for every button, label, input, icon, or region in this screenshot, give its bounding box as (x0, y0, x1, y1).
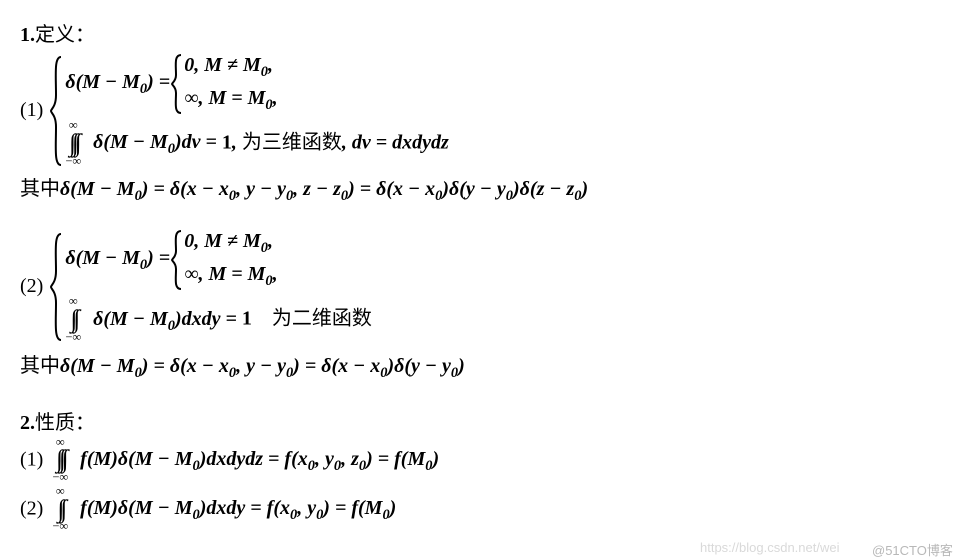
double-integral-icon: ∞ ∫∫ −∞ (52, 486, 68, 533)
case-1: 0, M ≠ M0, (184, 230, 277, 257)
definition-item-2: (2) δ(M − M0) = 0, M ≠ M0, ∞, M = M0, ∞ … (20, 227, 951, 346)
double-integral-icon: ∞ ∫∫ −∞ (65, 296, 81, 343)
triple-integral-icon: ∞ ∫∫∫ −∞ (65, 120, 81, 167)
watermark-right: @51CTO博客 (872, 540, 953, 559)
double-integral-line: ∞ ∫∫ −∞ δ(M − M0)dxdy = 1 为二维函数 (65, 296, 372, 343)
case-2: ∞, M = M0, (184, 263, 277, 290)
definition-1-note: 其中δ(M − M0) = δ(x − x0, y − y0, z − z0) … (20, 172, 951, 205)
property-1: (1) ∞ ∫∫∫ −∞ f(M)δ(M − M0)dxdydz = f(x0,… (20, 437, 951, 484)
item-tag: (2) (20, 275, 49, 298)
left-brace-icon (170, 229, 184, 291)
watermark-left: https://blog.csdn.net/wei (700, 540, 839, 555)
item-tag: (2) (20, 497, 43, 519)
definition-2-note: 其中δ(M − M0) = δ(x − x0, y − y0) = δ(x − … (20, 349, 951, 382)
item-tag: (1) (20, 99, 49, 122)
piecewise-def: δ(M − M0) = 0, M ≠ M0, ∞, M = M0, (65, 51, 449, 117)
left-brace-icon (170, 53, 184, 115)
triple-integral-line: ∞ ∫∫∫ −∞ δ(M − M0)dv = 1, 为三维函数, dv = dx… (65, 120, 449, 167)
piecewise-lhs: δ(M − M0) = (65, 247, 170, 274)
case-1: 0, M ≠ M0, (184, 54, 277, 81)
left-brace-icon (49, 232, 65, 342)
definition-item-1: (1) δ(M − M0) = 0, M ≠ M0, ∞, M = M0, ∞ … (20, 51, 951, 170)
case-2: ∞, M = M0, (184, 87, 277, 114)
triple-integral-icon: ∞ ∫∫∫ −∞ (52, 437, 68, 484)
property-2: (2) ∞ ∫∫ −∞ f(M)δ(M − M0)dxdy = f(x0, y0… (20, 486, 951, 533)
heading-text: 定义： (35, 24, 95, 46)
section-2-heading: 2.性质： (20, 406, 951, 435)
piecewise-lhs: δ(M − M0) = (65, 71, 170, 98)
section-1-heading: 1.定义： (20, 18, 951, 47)
piecewise-def: δ(M − M0) = 0, M ≠ M0, ∞, M = M0, (65, 227, 372, 293)
item-tag: (1) (20, 448, 43, 470)
left-brace-icon (49, 55, 65, 167)
